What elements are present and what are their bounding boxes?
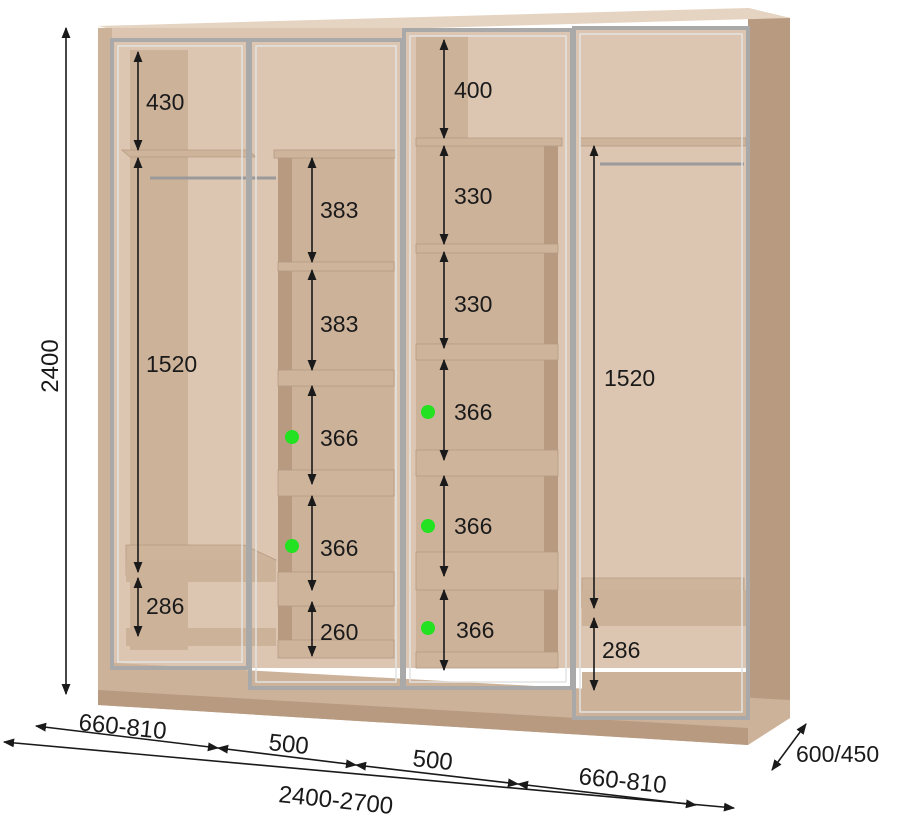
tower2-side	[544, 140, 558, 660]
plinth-front	[98, 690, 748, 745]
width-left-label: 660-810	[77, 709, 167, 745]
depth-label: 600/450	[796, 741, 879, 767]
inner-dimension-arrows	[133, 38, 599, 692]
tower1-shelf-4	[277, 571, 395, 607]
mid2-shelf4-label: 366	[454, 513, 492, 539]
tower1-base	[277, 639, 395, 659]
tower1-shelf-2	[277, 369, 395, 387]
right-bottom-label: 286	[602, 637, 640, 663]
marker-dot	[285, 539, 299, 553]
tower1-side	[278, 152, 292, 652]
mid1-shelf5-label: 260	[320, 619, 358, 645]
right-top-shelf	[579, 137, 747, 147]
door-frames	[110, 26, 750, 720]
left-top-shelf	[120, 149, 258, 158]
mid2-shelf2-label: 330	[454, 291, 492, 317]
width-total-label: 2400-2700	[277, 781, 394, 820]
marker-dot	[421, 519, 435, 533]
tower1-shelf-1	[277, 261, 395, 272]
mid2-top-label: 400	[454, 77, 492, 103]
height-total-label: 2400	[37, 339, 64, 392]
left-top-label: 430	[146, 89, 184, 115]
marker-dot	[421, 405, 435, 419]
left-hang-label: 1520	[146, 351, 197, 377]
mid1-shelf1-label: 383	[320, 197, 358, 223]
width-mid2-label: 500	[411, 745, 454, 776]
tower1-shelf-3	[277, 469, 395, 497]
right-hang-label: 1520	[604, 365, 655, 391]
mid2-shelf5-label: 366	[456, 617, 494, 643]
wardrobe-body	[98, 8, 790, 745]
mid1-shelf4-label: 366	[320, 535, 358, 561]
width-total-arrow	[2, 738, 736, 812]
mid2-shelf1-label: 330	[454, 183, 492, 209]
right-bottom-shelf-front	[582, 590, 746, 626]
marker-dot	[285, 430, 299, 444]
door-frame-4	[572, 26, 750, 720]
left-base	[126, 628, 276, 646]
tower2-top	[415, 137, 563, 147]
width-mid1-label: 500	[267, 729, 310, 760]
width-right-label: 660-810	[577, 763, 667, 799]
left-bottom-label: 286	[146, 593, 184, 619]
right-base	[582, 672, 746, 698]
marker-dot	[421, 621, 435, 635]
tower2-shelf-3	[415, 449, 559, 477]
outer-dimension-arrows	[2, 26, 807, 812]
depth-arrow	[771, 723, 807, 771]
tower2-shelf-2	[415, 343, 559, 361]
tower2-base	[415, 651, 559, 669]
tower1-top	[273, 149, 397, 159]
tower2-shelf-4	[415, 551, 559, 591]
tower1-back	[278, 152, 394, 652]
mid1-shelf2-label: 383	[320, 311, 358, 337]
dimension-labels: 2400 430 1520 286 383 383 366 366 260 40…	[37, 77, 879, 820]
markers	[285, 405, 435, 635]
tower2-shelf-1	[415, 243, 559, 254]
mid2-shelf3-label: 366	[454, 399, 492, 425]
left-bottom-shelf-front	[126, 560, 276, 582]
side-panel	[748, 8, 790, 742]
mid1-shelf3-label: 366	[320, 425, 358, 451]
left-panel	[98, 28, 112, 668]
